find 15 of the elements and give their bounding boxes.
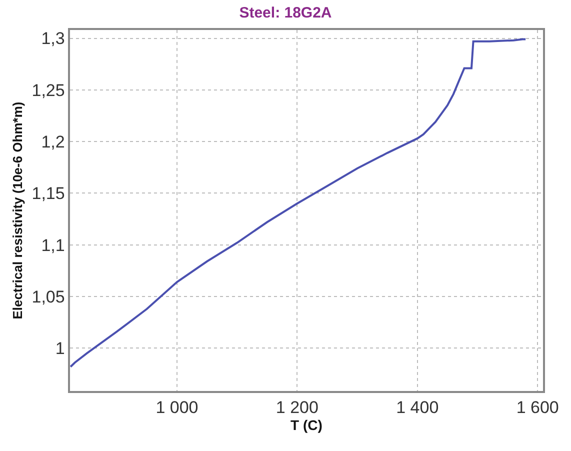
line-series [70, 38, 527, 368]
y-tick-label: 1,3 [41, 29, 65, 48]
y-tick-label: 1,2 [41, 132, 65, 152]
x-tick-label: 1 200 [276, 398, 318, 418]
y-tick-label: 1 [55, 339, 65, 358]
x-tick-label: 1 400 [396, 398, 439, 418]
chart-title: Steel: 18G2A [239, 4, 332, 22]
x-tick-label: 1 600 [516, 398, 559, 418]
x-tick-label: 1 000 [156, 398, 198, 418]
y-tick-label: 1,1 [41, 236, 65, 255]
y-tick-label: 1,05 [32, 287, 65, 306]
y-axis-title: Electrical resistivity (10e-6 Ohm*m) [10, 102, 26, 320]
x-axis-title: T (C) [290, 417, 322, 434]
y-tick-label: 1,15 [32, 184, 65, 204]
y-tick-label: 1,25 [32, 80, 65, 100]
